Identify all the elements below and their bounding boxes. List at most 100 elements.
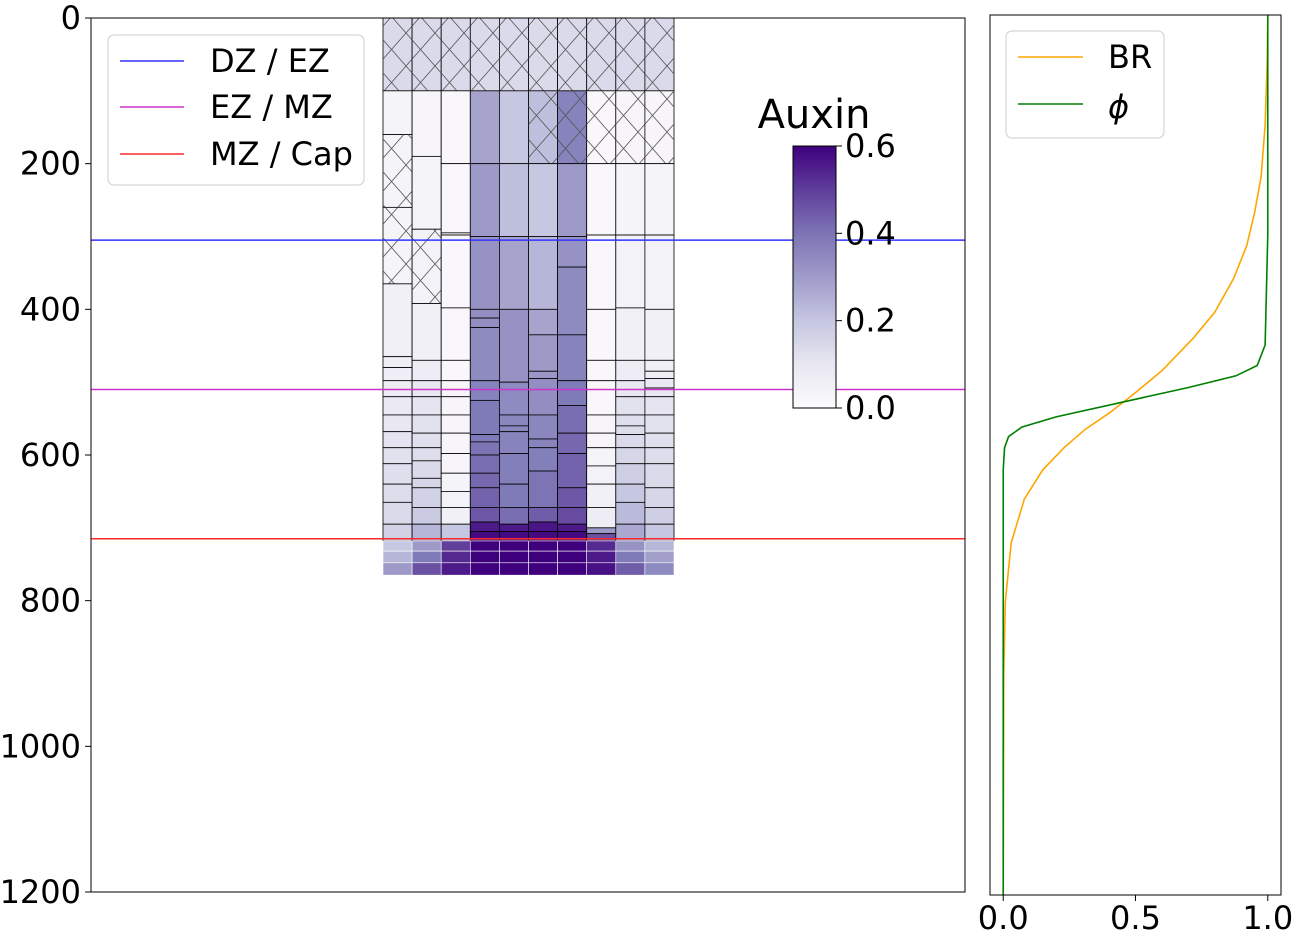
heatmap-cell	[586, 234, 617, 310]
heatmap-cell	[469, 550, 500, 564]
heatmap-cell-hatch	[528, 90, 558, 164]
heatmap-cell	[644, 359, 675, 372]
colorbar-tick-label: 0.6	[845, 127, 896, 165]
heatmap-cell	[411, 460, 442, 479]
legend-label-dz-ez: DZ / EZ	[210, 42, 330, 80]
heatmap-cell	[615, 396, 646, 416]
series-line	[1002, 14, 1269, 896]
heatmap-cell	[382, 367, 413, 382]
heatmap-cell	[411, 414, 442, 434]
heatmap-cell	[411, 303, 442, 361]
heatmap-cell-hatch	[557, 90, 587, 164]
heatmap-cell	[469, 562, 500, 576]
right-axes-frame	[989, 14, 1282, 896]
heatmap-cell	[440, 234, 471, 309]
heatmap-cell	[499, 550, 529, 564]
heatmap-cell	[586, 533, 617, 542]
heatmap-cell-hatch	[499, 18, 529, 91]
heatmap-cell	[382, 562, 413, 576]
heatmap-cell	[469, 380, 500, 401]
heatmap-cell-hatch	[644, 18, 674, 91]
heatmap-cell	[382, 483, 413, 503]
heatmap-cell	[615, 434, 646, 449]
heatmap-cell	[440, 432, 471, 454]
heatmap-cell	[557, 453, 588, 489]
heatmap-cell	[440, 507, 471, 525]
heatmap-cell	[469, 327, 500, 382]
colorbar-gradient	[792, 145, 837, 409]
heatmap-cell	[498, 236, 529, 310]
heatmap-cell	[411, 447, 442, 462]
heatmap-cell	[586, 163, 617, 236]
heatmap-cell	[411, 562, 442, 576]
heatmap-cell	[528, 438, 559, 449]
colorbar-ticks: 0.0 0.2 0.4 0.6	[836, 127, 896, 427]
heatmap-cell-hatch	[383, 207, 413, 284]
heatmap-cell	[469, 90, 500, 165]
legend-label-phi: ϕ	[1108, 88, 1129, 126]
heatmap-cell-hatch	[412, 18, 442, 91]
heatmap-cell-hatch	[412, 229, 442, 304]
heatmap-cell	[440, 414, 471, 434]
heatmap-cell	[586, 308, 617, 361]
heatmap-cell	[557, 163, 588, 237]
series-line	[1002, 15, 1269, 895]
heatmap-cell	[615, 447, 646, 465]
heatmap-cell	[498, 414, 529, 427]
heatmap-cell	[382, 463, 413, 485]
heatmap-cell	[469, 531, 500, 542]
heatmap-cell	[644, 308, 675, 361]
heatmap-cell	[469, 472, 500, 489]
heatmap-cell	[382, 501, 413, 525]
heatmap-cell	[615, 163, 646, 236]
heatmap-cell	[528, 447, 559, 472]
heatmap-cell	[644, 234, 675, 310]
heatmap-cell-hatch	[586, 90, 616, 164]
heatmap-cell	[498, 425, 529, 433]
heatmap-cell	[469, 317, 500, 328]
heatmap-cell	[440, 491, 471, 508]
heatmap-cell	[615, 550, 646, 564]
heatmap-cell	[557, 523, 588, 532]
heatmap-cell	[469, 540, 500, 552]
heatmap-cell	[411, 155, 442, 230]
y-tick-label: 1200	[0, 873, 81, 911]
heatmap-cell	[644, 487, 675, 508]
heatmap-cell	[586, 550, 617, 564]
heatmap-cell	[498, 483, 529, 508]
heatmap-cell-hatch	[383, 18, 413, 91]
heatmap-cell	[382, 414, 413, 433]
heatmap-cell	[382, 447, 413, 465]
heatmap-cell	[615, 414, 646, 427]
heatmap-cell	[469, 487, 500, 508]
heatmap-cell	[557, 405, 588, 434]
right-x-axis: 0.0 0.5 1.0	[978, 895, 1293, 936]
heatmap-cell	[382, 550, 413, 564]
heatmap-cell	[498, 308, 529, 383]
heatmap-cell-hatch	[528, 18, 558, 91]
heatmap-cell	[557, 540, 587, 552]
heatmap-cell	[557, 531, 588, 542]
heatmap-cell	[528, 163, 559, 237]
heatmap-cells	[382, 17, 675, 576]
colorbar-tick-label: 0.4	[845, 214, 896, 252]
heatmap-cell	[528, 334, 559, 372]
heatmap-cell	[586, 540, 617, 552]
left-legend: DZ / EZ EZ / MZ MZ / Cap	[107, 34, 365, 186]
heatmap-cell	[615, 425, 646, 436]
heatmap-cell	[382, 356, 413, 369]
heatmap-cell	[644, 447, 675, 465]
heatmap-cell	[557, 550, 587, 564]
heatmap-cell	[411, 540, 442, 552]
heatmap-cell	[615, 501, 646, 525]
heatmap-cell	[498, 523, 529, 532]
heatmap-cell	[411, 550, 442, 564]
heatmap-cell	[586, 359, 617, 382]
heatmap-cell	[644, 562, 675, 576]
heatmap-cell	[528, 370, 559, 379]
heatmap-cell	[440, 540, 471, 552]
colorbar-title: Auxin	[758, 92, 871, 138]
colorbar-tick-label: 0.2	[845, 302, 896, 340]
heatmap-cell	[528, 531, 559, 542]
right-legend: BR ϕ	[1005, 30, 1165, 139]
